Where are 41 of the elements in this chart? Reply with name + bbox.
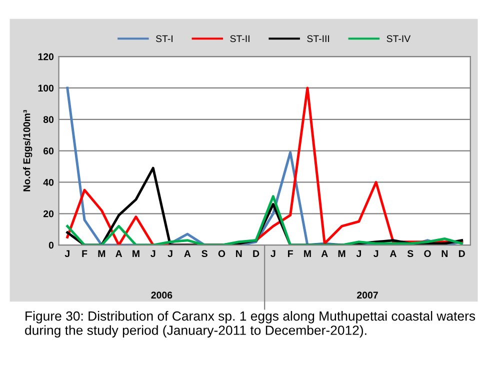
x-tick-label: M	[132, 250, 140, 257]
x-tick-label: M	[304, 250, 311, 257]
legend-label: ST-III	[307, 35, 330, 42]
x-tick-label: J	[64, 250, 70, 258]
y-tick-label: 20	[43, 210, 54, 218]
x-tick-label: A	[184, 250, 191, 257]
x-tick-label: N	[442, 250, 448, 257]
x-tick-label: S	[202, 250, 208, 258]
x-tick-label: J	[270, 250, 276, 258]
x-tick-label: O	[218, 250, 226, 258]
y-tick-label: 60	[43, 148, 54, 154]
y-tick-label: 80	[43, 116, 54, 123]
y-axis-title: No.of Eggs/100m³	[23, 110, 32, 192]
x-tick-label: A	[116, 250, 122, 257]
x-tick-label: J	[150, 250, 156, 258]
legend-label: ST-I	[156, 35, 172, 42]
y-tick-label: 100	[38, 84, 54, 92]
x-tick-label: J	[374, 250, 378, 258]
y-tick-label: 0	[48, 242, 54, 249]
text: 2007	[357, 292, 378, 299]
x-tick-label: J	[356, 250, 361, 258]
text: 2006	[151, 292, 172, 299]
legend-label: ST-II	[230, 35, 250, 42]
x-tick-label: D	[458, 250, 465, 257]
legend-label: ST-IV	[386, 35, 411, 42]
line-series	[66, 86, 464, 246]
x-tick-label: J	[168, 250, 172, 258]
x-tick-label: F	[82, 250, 88, 257]
y-tick-label: 40	[43, 178, 54, 186]
x-tick-label: D	[253, 250, 260, 257]
x-tick-label: A	[321, 250, 328, 257]
x-tick-label: N	[236, 250, 242, 257]
y-tick-label: 120	[38, 53, 54, 60]
caption: Figure 30: Distribution of Caranx sp. 1 eggs along Muthupettai coastal waters during the study period (January-2011 to December-2012).	[25, 311, 476, 338]
x-tick-label: M	[338, 250, 346, 257]
x-tick-label: O	[424, 250, 431, 258]
x-tick-label: F	[288, 250, 293, 257]
x-tick-label: A	[390, 250, 396, 257]
x-tick-label: S	[407, 250, 414, 258]
x-tick-label: M	[98, 250, 106, 257]
line-series	[66, 195, 464, 246]
